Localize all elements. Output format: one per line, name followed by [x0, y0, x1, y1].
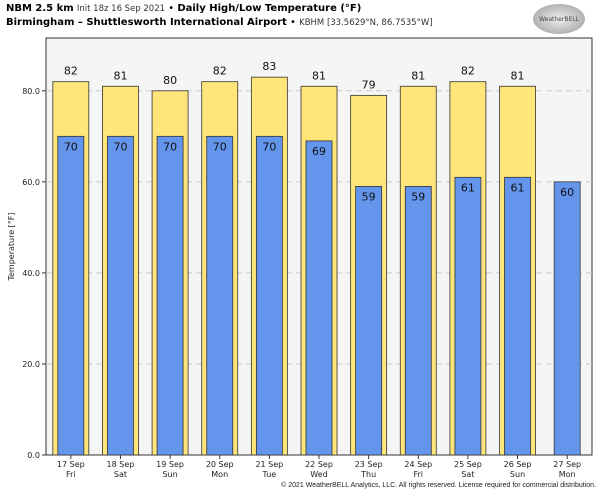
y-tick-label: 0.0 — [27, 451, 40, 460]
high-label: 82 — [213, 65, 227, 78]
low-bar — [156, 135, 184, 456]
low-bar — [305, 140, 333, 456]
x-tick-label-day: Sun — [510, 470, 525, 479]
low-bar — [255, 135, 283, 456]
x-tick-label-date: 22 Sep — [305, 460, 333, 469]
station-name: Birmingham – Shuttlesworth International… — [6, 17, 287, 28]
x-tick-label-day: Tue — [262, 470, 277, 479]
x-tick-label-date: 27 Sep — [553, 460, 581, 469]
high-label: 81 — [113, 69, 127, 82]
x-tick-label-day: Mon — [211, 470, 228, 479]
copyright-footer: © 2021 WeatherBELL Analytics, LLC. All r… — [281, 482, 596, 489]
low-label: 60 — [560, 186, 574, 199]
y-tick-label: 20.0 — [22, 360, 40, 369]
chart-title: Daily High/Low Temperature (°F) — [177, 3, 362, 14]
x-tick-label-date: 18 Sep — [107, 460, 135, 469]
low-bar — [404, 186, 432, 456]
y-tick-label: 40.0 — [22, 269, 40, 278]
low-label: 70 — [213, 140, 227, 153]
low-bar — [355, 186, 383, 456]
low-label: 59 — [411, 190, 425, 203]
x-tick-label-date: 26 Sep — [504, 460, 532, 469]
y-axis-label: Temperature [°F] — [7, 212, 16, 281]
low-bar — [553, 181, 581, 456]
high-label: 82 — [64, 65, 78, 78]
x-tick-label-day: Sat — [114, 470, 127, 479]
weatherbell-logo: WeatherBELL — [533, 4, 585, 34]
model-name: NBM 2.5 km — [6, 3, 74, 14]
x-tick-label-date: 24 Sep — [404, 460, 432, 469]
x-tick-label-day: Sun — [162, 470, 177, 479]
chart-title-line: NBM 2.5 km Init 18z 16 Sep 2021 • Daily … — [6, 3, 361, 14]
high-label: 80 — [163, 74, 177, 87]
separator: • — [290, 17, 296, 28]
y-tick-label: 80.0 — [22, 87, 40, 96]
low-bar — [107, 135, 134, 456]
x-tick-label-day: Sat — [461, 470, 474, 479]
y-tick-label: 60.0 — [22, 178, 40, 187]
high-label: 81 — [312, 69, 326, 82]
x-tick-label-date: 17 Sep — [57, 460, 85, 469]
x-tick-label-date: 19 Sep — [156, 460, 184, 469]
low-label: 70 — [64, 140, 78, 153]
x-tick-label-date: 21 Sep — [255, 460, 283, 469]
init-time: Init 18z 16 Sep 2021 — [76, 4, 166, 14]
low-bar — [504, 176, 531, 456]
station-line: Birmingham – Shuttlesworth International… — [6, 17, 433, 28]
x-tick-label-date: 23 Sep — [355, 460, 383, 469]
x-tick-label-day: Thu — [360, 470, 376, 479]
x-tick-label-day: Wed — [310, 470, 327, 479]
low-bar — [57, 135, 85, 456]
low-label: 61 — [461, 181, 475, 194]
station-id: KBHM [33.5629°N, 86.7535°W] — [299, 18, 433, 28]
low-bar — [454, 176, 482, 456]
low-label: 70 — [163, 140, 177, 153]
x-tick-label-date: 20 Sep — [206, 460, 234, 469]
high-label: 81 — [511, 69, 525, 82]
high-label: 79 — [362, 78, 376, 91]
high-label: 81 — [411, 69, 425, 82]
x-tick-label-day: Mon — [559, 470, 576, 479]
low-label: 70 — [113, 140, 127, 153]
high-label: 83 — [262, 60, 276, 73]
low-label: 61 — [511, 181, 525, 194]
x-tick-label-day: Fri — [414, 470, 424, 479]
high-label: 82 — [461, 65, 475, 78]
x-tick-label-date: 25 Sep — [454, 460, 482, 469]
low-bar — [206, 135, 234, 456]
logo-text: WeatherBELL — [539, 15, 579, 23]
separator: • — [168, 3, 175, 14]
x-tick-label-day: Fri — [66, 470, 76, 479]
low-label: 59 — [362, 190, 376, 203]
low-label: 70 — [262, 140, 276, 153]
low-label: 69 — [312, 145, 326, 158]
